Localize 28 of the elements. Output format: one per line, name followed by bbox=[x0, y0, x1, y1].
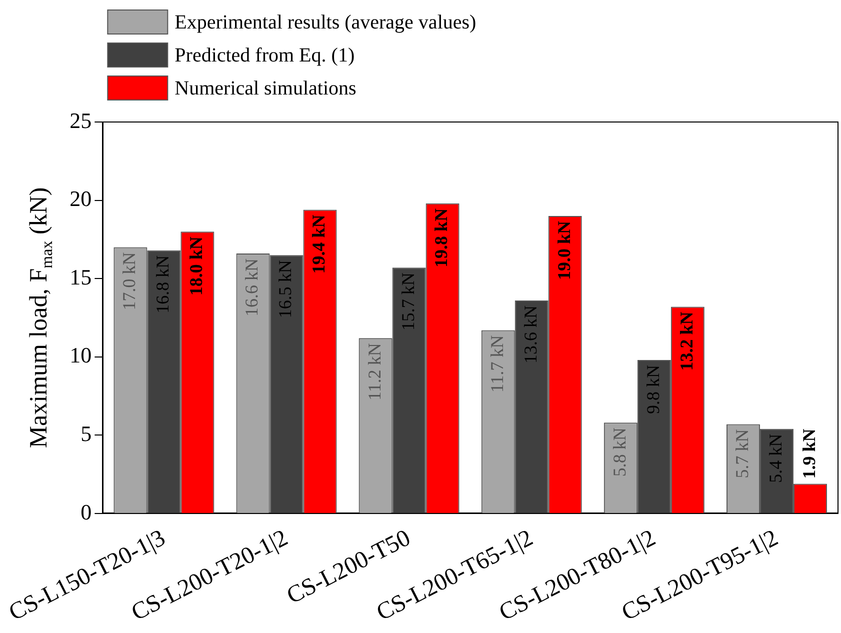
data-label: 1.9 kN bbox=[798, 428, 819, 479]
legend-label: Experimental results (average values) bbox=[174, 11, 476, 34]
data-label: 13.2 kN bbox=[676, 312, 696, 371]
data-label: 17.0 kN bbox=[119, 252, 140, 310]
y-tick-label: 0 bbox=[80, 499, 92, 524]
data-label: 5.7 kN bbox=[732, 429, 752, 478]
data-label: 15.7 kN bbox=[398, 272, 418, 331]
y-tick-label: 15 bbox=[70, 264, 92, 290]
y-tick-label: 25 bbox=[70, 108, 92, 133]
data-label: 19.4 kN bbox=[308, 214, 329, 274]
data-label: 19.0 kN bbox=[554, 220, 574, 280]
y-tick-label: 20 bbox=[70, 186, 92, 212]
data-label: 19.8 kN bbox=[431, 208, 452, 268]
data-label: 11.7 kN bbox=[486, 335, 507, 393]
data-label: 13.6 kN bbox=[520, 306, 540, 364]
y-axis-title: Maximum load, Fmax (kN) bbox=[26, 187, 56, 448]
legend-label: Predicted from Eq. (1) bbox=[174, 44, 355, 66]
data-label: 5.8 kN bbox=[609, 428, 630, 477]
y-tick-label: 5 bbox=[80, 420, 92, 446]
data-label: 9.8 kN bbox=[642, 365, 663, 414]
data-label: 16.5 kN bbox=[275, 260, 296, 318]
data-label: 18.0 kN bbox=[186, 236, 206, 296]
data-label: 5.4 kN bbox=[765, 434, 786, 483]
data-label: 16.6 kN bbox=[242, 258, 262, 317]
legend-label: Numerical simulations bbox=[174, 77, 357, 100]
y-tick-label: 10 bbox=[70, 342, 92, 368]
data-label: 16.8 kN bbox=[152, 255, 173, 314]
data-label: 11.2 kN bbox=[364, 343, 384, 400]
